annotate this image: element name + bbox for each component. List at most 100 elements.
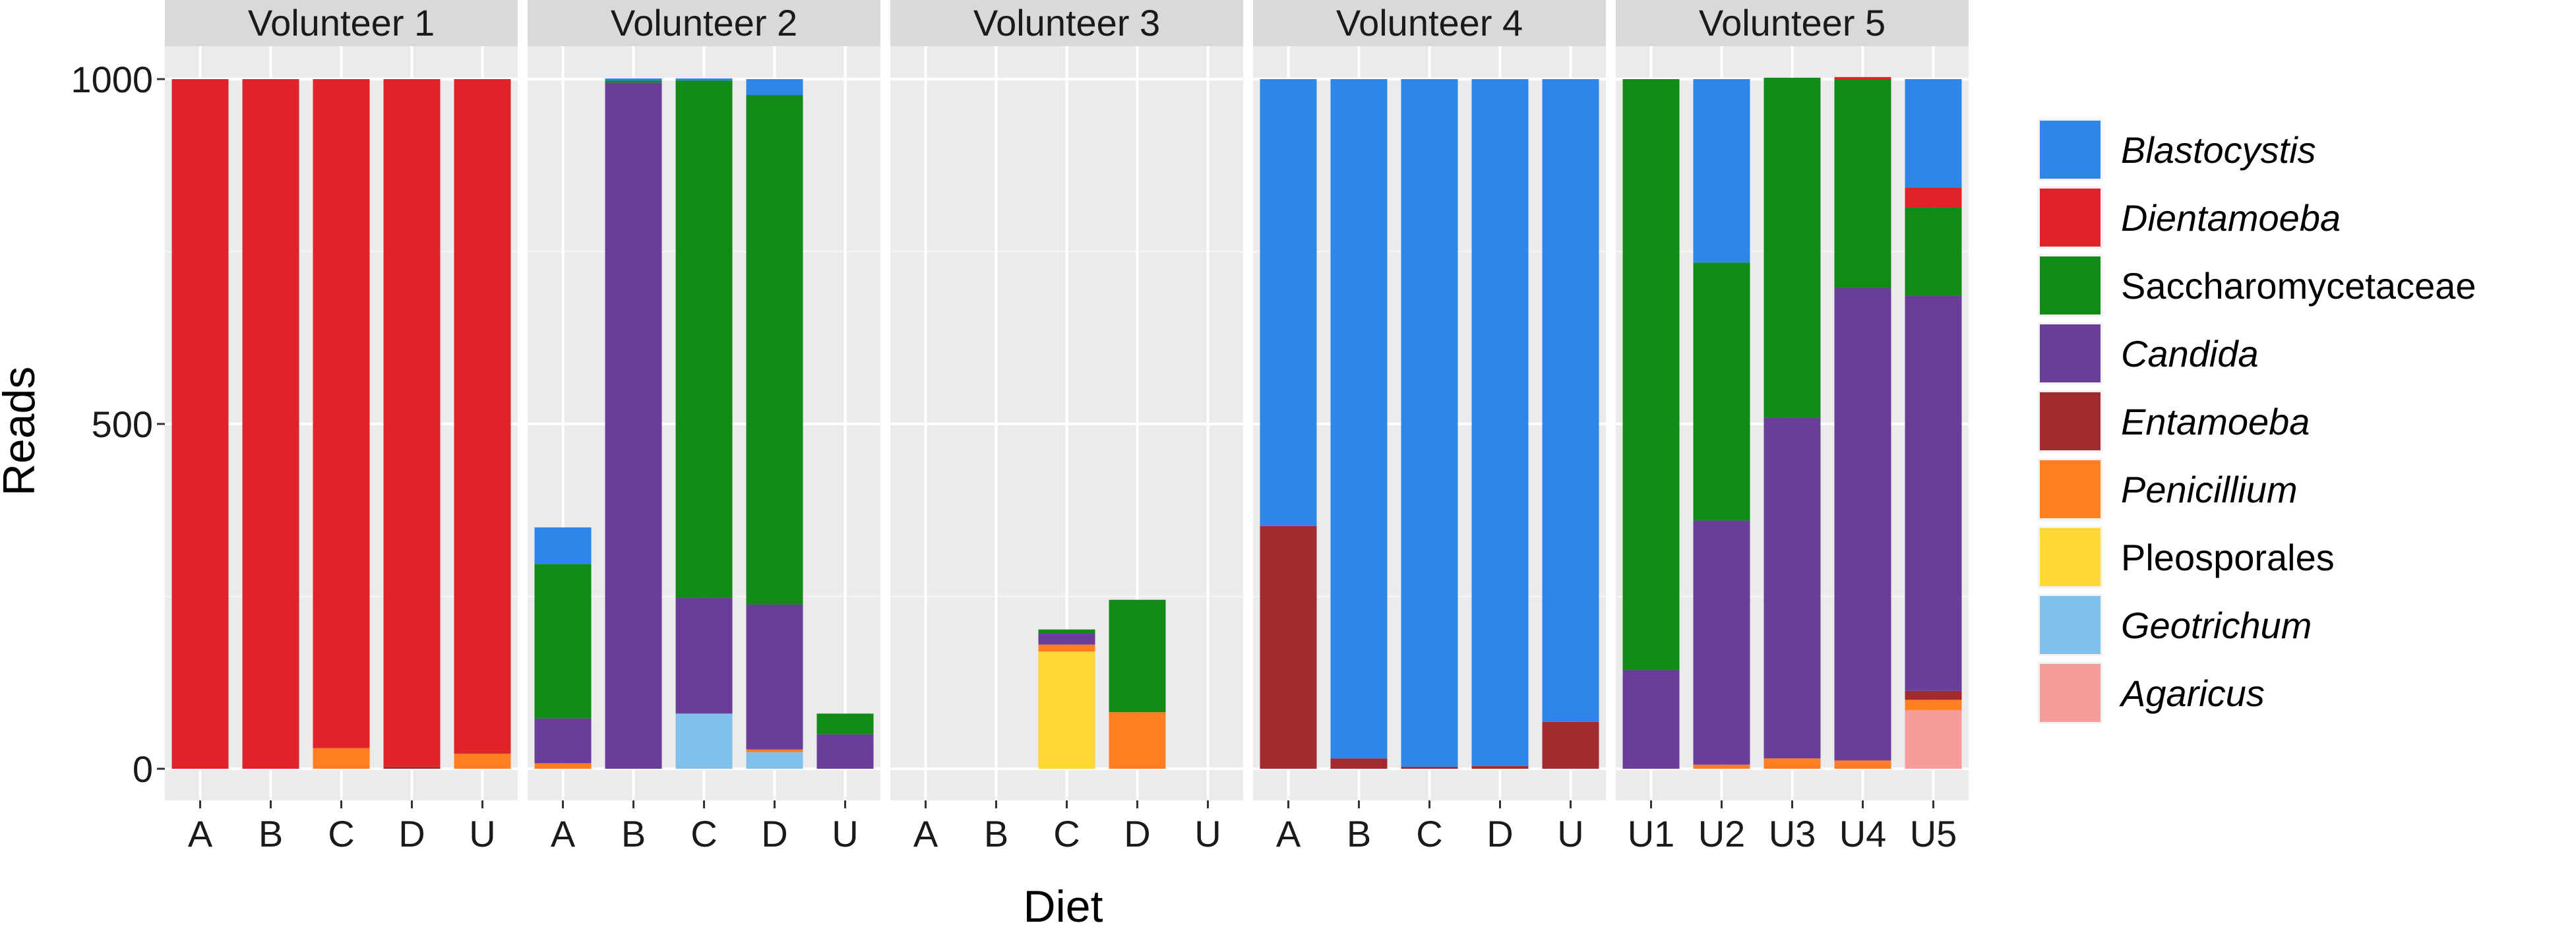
bar-segment-blastocystis [1260,79,1317,526]
x-tick-label: U2 [1698,813,1746,854]
legend-item-pleosporales: Pleosporales [2038,526,2335,588]
facet-strip [1616,0,1969,46]
facet-strip [890,0,1243,46]
x-tick-label: D [1124,813,1150,854]
bar-segment-candida [816,734,874,769]
legend-label: Geotrichum [2121,605,2312,646]
bar-segment-candida [1693,520,1750,765]
bar-segment-pleosporales [1038,651,1095,769]
legend-item-entamoeba: Entamoeba [2038,390,2310,452]
bar-segment-penicillium [1038,644,1095,652]
bar-segment-dientamoeba [171,79,229,769]
bar-segment-blastocystis [675,78,733,81]
bar-segment-candida [1622,670,1680,769]
bar-segment-blastocystis [746,79,803,96]
facet-strip-label: Volunteer 1 [248,2,435,44]
facet-strip [1253,0,1606,46]
legend-label: Dientamoeba [2121,197,2341,239]
bar-stack-b [1330,79,1388,769]
bar-segment-penicillium [1109,712,1166,769]
bar-segment-dientamoeba [383,79,441,767]
x-tick-label: D [761,813,787,854]
facet-strip-label: Volunteer 5 [1699,2,1886,44]
x-tick-label: U1 [1628,813,1675,854]
facet-panel-5: Volunteer 5 U1 U2 U3 U4 U5 [1616,0,1969,854]
x-tick-label: U [1557,813,1583,854]
axis-titles: Diet Reads [0,367,1103,927]
bar-segment-penicillium [1905,700,1962,711]
legend-swatch [2040,121,2101,179]
facet-panel-1: Volunteer 1 A B C D U [165,0,518,854]
bar-segment-dientamoeba [313,79,370,748]
bar-stack-d [1471,79,1529,769]
bar-segment-candida [1763,417,1821,759]
bar-segment-entamoeba [1542,721,1599,769]
bar-segment-dientamoeba [1905,187,1962,208]
bar-segment-dientamoeba [1834,76,1891,79]
x-tick-label: B [259,813,283,854]
x-tick-label: A [1276,813,1301,854]
y-axis: 0 500 1000 [71,59,165,790]
x-tick-label: D [398,813,425,854]
facet-panel-2: Volunteer 2 A B C D U [528,0,880,854]
bar-segment-candida [534,718,592,763]
bar-stack-a [534,527,592,769]
bar-segment-saccharomycetaceae [534,564,592,719]
bar-stack-u2 [1693,79,1750,769]
bar-stack-u [1542,79,1599,769]
x-tick-label: U4 [1839,813,1887,854]
bar-segment-penicillium [1693,764,1750,769]
bar-stack-c [1401,79,1458,769]
legend-swatch [2040,189,2101,247]
legend-label: Entamoeba [2121,401,2310,442]
bar-segment-dientamoeba [242,79,299,769]
bar-stack-u1 [1622,79,1680,769]
x-tick-label: C [1053,813,1080,854]
legend-label: Pleosporales [2121,537,2335,578]
legend-item-blastocystis: Blastocystis [2038,119,2316,181]
bar-segment-saccharomycetaceae [1622,79,1680,671]
legend-label: Blastocystis [2121,129,2316,171]
bar-segment-entamoeba [383,766,441,769]
bar-segment-geotrichum [746,752,803,769]
bar-segment-penicillium [313,748,370,769]
bar-segment-saccharomycetaceae [1834,79,1891,288]
bar-segment-saccharomycetaceae [1109,599,1166,713]
facet-strip-label: Volunteer 3 [973,2,1160,44]
legend-label: Candida [2121,333,2259,374]
bar-segment-agaricus [1905,710,1962,769]
legend: Blastocystis Dientamoeba Saccharomycetacea… [2038,119,2476,724]
bar-stack-u4 [1834,76,1891,769]
x-tick-label: A [913,813,938,854]
bar-segment-saccharomycetaceae [816,713,874,734]
bar-segment-candida [1905,295,1962,691]
legend-item-saccharomycetaceae: Saccharomycetaceae [2038,254,2476,316]
bar-stack-c [313,79,370,769]
x-tick-label: U [469,813,495,854]
bar-segment-blastocystis [1542,79,1599,722]
bar-stack-u5 [1905,79,1962,769]
legend-label: Penicillium [2121,469,2298,510]
y-tick-label: 0 [133,748,153,790]
bar-segment-entamoeba [1905,690,1962,700]
legend-label: Saccharomycetaceae [2121,265,2476,307]
bar-segment-saccharomycetaceae [1693,262,1750,521]
bar-stack-a [171,79,229,769]
legend-swatch [2040,256,2101,314]
legend-swatch [2040,392,2101,450]
bar-stack-u3 [1763,77,1821,769]
x-tick-label: C [328,813,354,854]
legend-swatch [2040,324,2101,382]
bar-stack-u [454,79,511,769]
y-axis-title: Reads [0,367,44,496]
x-tick-label: U [1194,813,1221,854]
legend-item-penicillium: Penicillium [2038,458,2298,520]
x-tick-label: A [551,813,576,854]
bar-segment-blastocystis [1471,79,1529,766]
legend-label: Agaricus [2119,673,2265,714]
bar-segment-geotrichum [675,713,733,769]
facet-strip-label: Volunteer 2 [611,2,797,44]
bar-stack-d [383,79,441,769]
